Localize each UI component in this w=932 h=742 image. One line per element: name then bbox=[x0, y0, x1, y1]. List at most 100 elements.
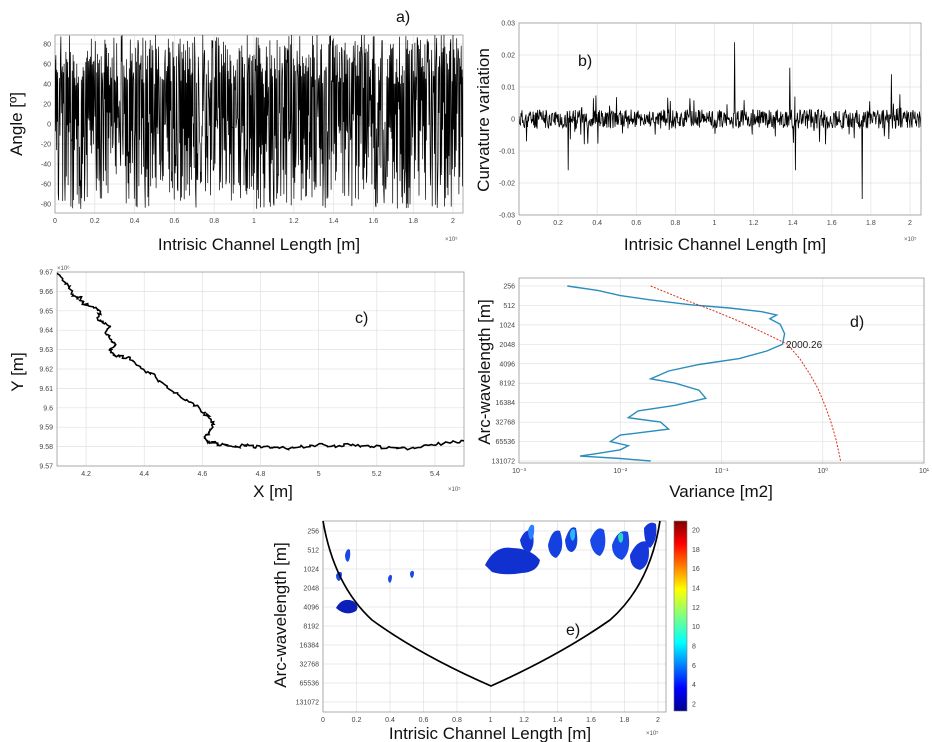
wavelet-blob bbox=[570, 529, 576, 541]
a-x-tick-label: 1.6 bbox=[369, 218, 379, 225]
wavelet-blob bbox=[336, 599, 358, 614]
e-x-tick-label: 0 bbox=[321, 717, 325, 724]
d-y-tick-label: 65536 bbox=[496, 439, 516, 446]
c-y-tick-label: 9.6 bbox=[43, 405, 53, 412]
e-colorbar-tick-label: 4 bbox=[692, 682, 696, 689]
wavelet-blob bbox=[485, 547, 540, 575]
b-y-tick-label: 0.03 bbox=[501, 21, 515, 28]
e-y-tick-label: 1024 bbox=[303, 567, 319, 574]
d-y-tick-label: 256 bbox=[503, 284, 515, 291]
wavelet-blob bbox=[410, 570, 414, 578]
e-y-tick-label: 256 bbox=[307, 529, 319, 536]
e-colorbar-tick-label: 10 bbox=[692, 624, 700, 631]
a-x-exponent: ×10⁵ bbox=[445, 236, 458, 243]
c-x-tick-label: 5.4 bbox=[430, 471, 440, 478]
a-x-tick-label: 1.4 bbox=[329, 218, 339, 225]
a-x-tick-label: 0.2 bbox=[90, 218, 100, 225]
c-y-exponent: ×10⁶ bbox=[57, 265, 70, 272]
a-y-tick-label: 60 bbox=[43, 62, 51, 69]
e-colorbar-tick-label: 2 bbox=[692, 702, 696, 709]
c-x-tick-label: 4.8 bbox=[256, 471, 266, 478]
b-x-tick-label: 0 bbox=[517, 220, 521, 227]
c-y-tick-label: 9.63 bbox=[39, 347, 53, 354]
d-y-tick-label: 131072 bbox=[492, 459, 515, 466]
a-y-tick-label: 80 bbox=[43, 42, 51, 49]
e-x-tick-label: 1.2 bbox=[519, 717, 529, 724]
e-panel-label: e) bbox=[566, 622, 580, 639]
b-x-exponent: ×10⁵ bbox=[904, 236, 917, 243]
c-x-tick-label: 5 bbox=[317, 471, 321, 478]
c-y-axis-label: Y [m] bbox=[8, 352, 27, 391]
a-y-tick-label: -60 bbox=[41, 182, 51, 189]
e-colorbar-tick-label: 8 bbox=[692, 644, 696, 651]
b-y-tick-label: -0.03 bbox=[499, 213, 515, 220]
significance-level-line bbox=[650, 285, 842, 462]
c-y-tick-label: 9.66 bbox=[39, 289, 53, 296]
panel-d: 10⁻³ 10⁻² 10⁻¹ 10⁰ 10¹ 256 512 1024 2048 4096 8192… bbox=[475, 277, 930, 501]
e-x-tick-label: 1.6 bbox=[586, 717, 596, 724]
c-x-exponent: ×10⁵ bbox=[448, 486, 461, 493]
e-y-tick-label: 32768 bbox=[300, 662, 320, 669]
variance-spectrum-line bbox=[567, 285, 786, 462]
e-y-tick-label: 16384 bbox=[300, 643, 320, 650]
c-x-axis-label: X [m] bbox=[253, 482, 293, 501]
panel-b: 0 0.2 0.4 0.6 0.8 1 1.2 1.4 1.6 1.8 2 0.03 0.02 0.01 0… bbox=[474, 21, 922, 254]
c-y-tick-label: 9.59 bbox=[39, 425, 53, 432]
d-x-tick-label: 10⁰ bbox=[817, 467, 828, 475]
d-y-axis-label: Arc-wavelength [m] bbox=[475, 299, 494, 445]
a-x-tick-label: 1.2 bbox=[289, 218, 299, 225]
e-x-tick-label: 0.6 bbox=[419, 717, 429, 724]
b-y-tick-label: -0.02 bbox=[499, 181, 515, 188]
a-x-tick-label: 0 bbox=[53, 218, 57, 225]
wavelet-blob bbox=[590, 528, 606, 556]
a-x-tick-label: 1.8 bbox=[408, 218, 418, 225]
e-x-tick-label: 0.8 bbox=[452, 717, 462, 724]
b-x-tick-label: 1 bbox=[713, 220, 717, 227]
b-y-tick-label: 0.02 bbox=[501, 53, 515, 60]
wavelet-blob bbox=[388, 574, 392, 583]
d-x-tick-label: 10⁻² bbox=[613, 468, 627, 475]
d-y-tick-label: 16384 bbox=[496, 400, 516, 407]
a-x-axis-label: Intrisic Channel Length [m] bbox=[158, 235, 360, 254]
colorbar bbox=[673, 520, 688, 712]
e-y-tick-label: 65536 bbox=[300, 681, 320, 688]
a-y-tick-label: 0 bbox=[47, 122, 51, 129]
d-peak-annotation: 2000.26 bbox=[786, 340, 823, 351]
e-colorbar-tick-label: 6 bbox=[692, 663, 696, 670]
d-x-tick-label: 10⁻³ bbox=[512, 468, 526, 475]
b-panel-label: b) bbox=[578, 53, 592, 70]
e-y-tick-label: 8192 bbox=[303, 624, 319, 631]
wavelet-blob bbox=[345, 549, 351, 562]
b-y-tick-label: 0.01 bbox=[501, 85, 515, 92]
a-x-tick-label: 0.6 bbox=[170, 218, 180, 225]
c-y-tick-label: 9.62 bbox=[39, 367, 53, 374]
panel-a: 0 0.2 0.4 0.6 0.8 1 1.2 1.4 1.6 1.8 2 80 60 40 20 0 -20 -… bbox=[7, 9, 464, 254]
panel-c: 4.2 4.4 4.6 4.8 5 5.2 5.4 9.67 9.66 9.65 9.64 9.63 9… bbox=[8, 265, 465, 501]
b-x-tick-label: 2 bbox=[908, 220, 912, 227]
a-panel-label: a) bbox=[396, 9, 410, 26]
wavelet-blob bbox=[548, 530, 563, 558]
d-y-tick-label: 4096 bbox=[499, 361, 515, 368]
b-x-tick-label: 1.2 bbox=[749, 220, 759, 227]
c-x-tick-label: 4.4 bbox=[139, 471, 149, 478]
e-x-tick-label: 0.2 bbox=[352, 717, 362, 724]
a-x-tick-label: 0.8 bbox=[209, 218, 219, 225]
wavelet-blob bbox=[618, 532, 624, 543]
d-y-tick-label: 2048 bbox=[499, 342, 515, 349]
a-y-axis-label: Angle [º] bbox=[7, 92, 26, 156]
wavelet-blob bbox=[630, 541, 649, 570]
b-y-tick-label: -0.01 bbox=[499, 149, 515, 156]
e-x-tick-label: 1.4 bbox=[553, 717, 563, 724]
d-panel-label: d) bbox=[850, 314, 864, 331]
e-x-tick-label: 1.8 bbox=[620, 717, 630, 724]
e-y-tick-label: 2048 bbox=[303, 586, 319, 593]
b-y-tick-label: 0 bbox=[511, 117, 515, 124]
e-x-tick-label: 1 bbox=[489, 717, 493, 724]
c-y-tick-label: 9.61 bbox=[39, 386, 53, 393]
e-colorbar-tick-label: 18 bbox=[692, 547, 700, 554]
d-y-tick-label: 512 bbox=[503, 303, 515, 310]
wavelet-blob bbox=[644, 522, 657, 548]
e-colorbar-tick-label: 14 bbox=[692, 586, 700, 593]
d-x-tick-label: 10⁻¹ bbox=[715, 468, 729, 475]
